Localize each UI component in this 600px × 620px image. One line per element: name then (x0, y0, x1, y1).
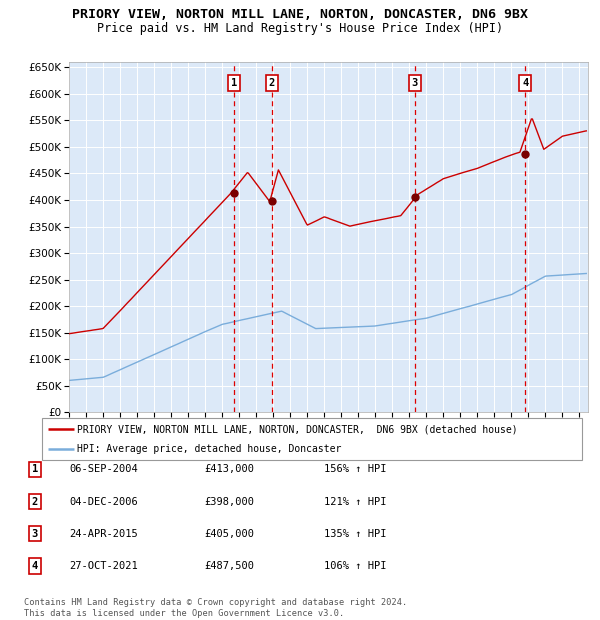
Text: 1: 1 (230, 78, 237, 88)
Text: 27-OCT-2021: 27-OCT-2021 (69, 561, 138, 571)
Text: £405,000: £405,000 (204, 529, 254, 539)
Text: £398,000: £398,000 (204, 497, 254, 507)
Text: Price paid vs. HM Land Registry's House Price Index (HPI): Price paid vs. HM Land Registry's House … (97, 22, 503, 35)
Text: PRIORY VIEW, NORTON MILL LANE, NORTON, DONCASTER, DN6 9BX: PRIORY VIEW, NORTON MILL LANE, NORTON, D… (72, 8, 528, 21)
Text: 2: 2 (32, 497, 38, 507)
Text: 3: 3 (412, 78, 418, 88)
Text: 24-APR-2015: 24-APR-2015 (69, 529, 138, 539)
Text: 4: 4 (32, 561, 38, 571)
Text: 2: 2 (269, 78, 275, 88)
Text: 4: 4 (522, 78, 529, 88)
Text: 121% ↑ HPI: 121% ↑ HPI (324, 497, 386, 507)
Text: 156% ↑ HPI: 156% ↑ HPI (324, 464, 386, 474)
Text: PRIORY VIEW, NORTON MILL LANE, NORTON, DONCASTER,  DN6 9BX (detached house): PRIORY VIEW, NORTON MILL LANE, NORTON, D… (77, 424, 518, 434)
Text: 1: 1 (32, 464, 38, 474)
Text: 3: 3 (32, 529, 38, 539)
Text: £487,500: £487,500 (204, 561, 254, 571)
Text: Contains HM Land Registry data © Crown copyright and database right 2024.
This d: Contains HM Land Registry data © Crown c… (24, 598, 407, 618)
Text: 106% ↑ HPI: 106% ↑ HPI (324, 561, 386, 571)
Text: 04-DEC-2006: 04-DEC-2006 (69, 497, 138, 507)
Text: 06-SEP-2004: 06-SEP-2004 (69, 464, 138, 474)
Text: HPI: Average price, detached house, Doncaster: HPI: Average price, detached house, Donc… (77, 444, 341, 454)
FancyBboxPatch shape (42, 418, 582, 460)
Text: £413,000: £413,000 (204, 464, 254, 474)
Text: 135% ↑ HPI: 135% ↑ HPI (324, 529, 386, 539)
